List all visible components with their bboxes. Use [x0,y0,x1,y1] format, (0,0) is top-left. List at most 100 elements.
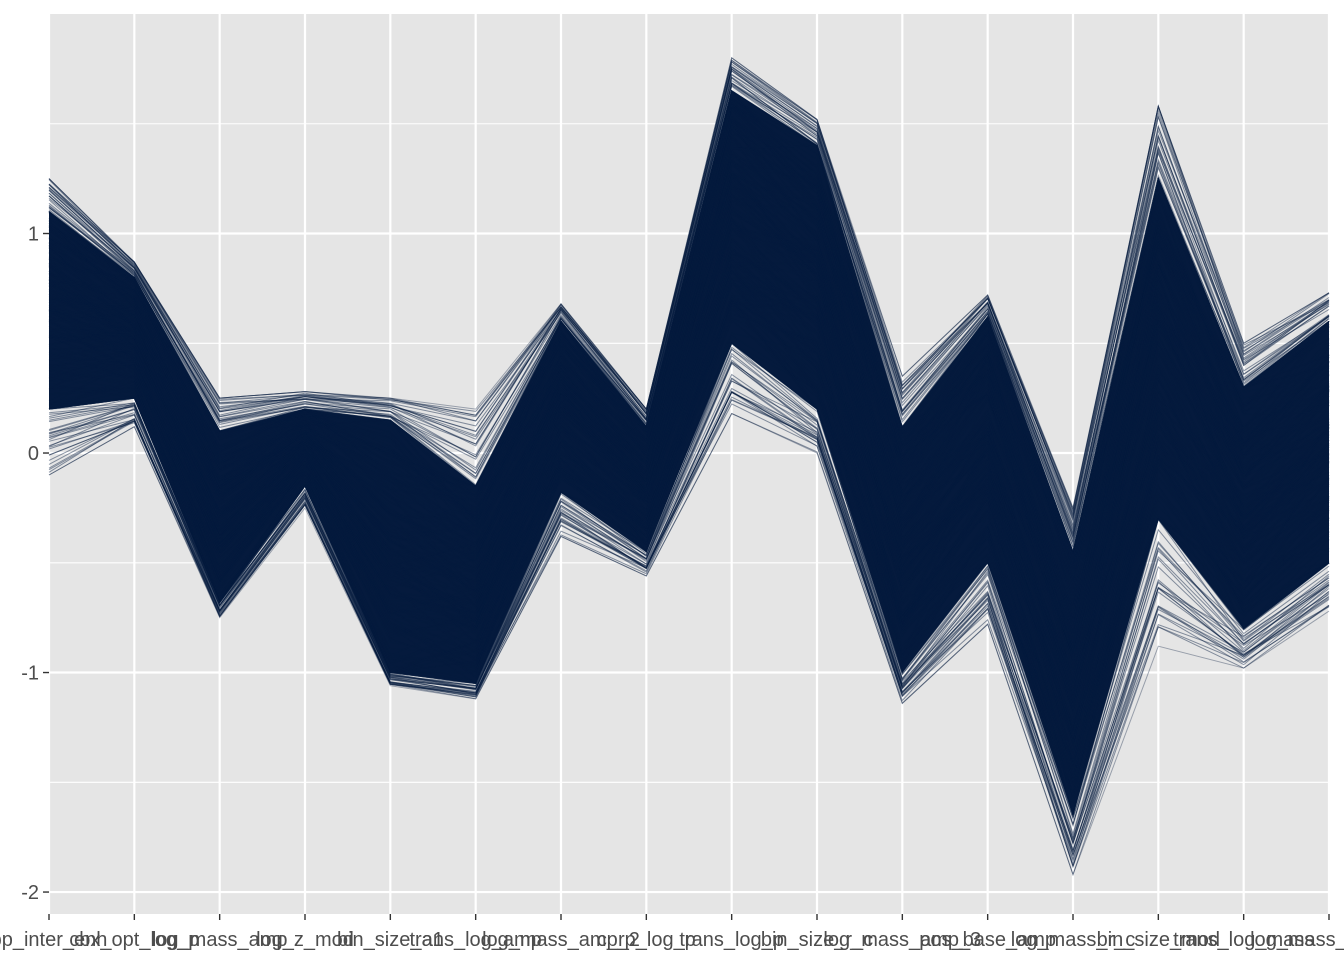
observation-line [48,348,1330,828]
observation-line [48,118,1330,580]
observation-line [48,210,1330,709]
observation-line [48,59,1330,516]
observation-line [48,247,1330,727]
x-tick-label: pos_base_amp [919,929,1056,951]
y-tick-label: -1 [21,663,39,685]
observation-line [48,342,1330,818]
observation-line [48,82,1330,535]
observation-line [48,399,1330,868]
observation-line [48,387,1330,845]
observation-line [48,90,1330,550]
observation-line [48,247,1330,728]
observation-line [48,73,1330,534]
observation-line [48,360,1330,844]
observation-line [48,359,1330,845]
observation-line [48,82,1330,543]
observation-line [48,63,1330,512]
x-tick-label: trans_log_mass [1173,929,1314,951]
observation-line [48,59,1330,521]
y-tick-label: 1 [28,224,39,246]
observation-line [48,66,1330,517]
x-tick-label: log_mass_amp_3 [823,929,981,951]
observation-line [48,70,1330,523]
observation-line [48,251,1330,711]
x-tick-label: log_mass_r_c [1011,929,1136,951]
upper-envelope-line [48,57,1330,510]
observation-line [48,61,1330,519]
observation-line [48,283,1330,796]
observation-line [48,362,1330,842]
observation-line [48,99,1330,590]
observation-line [48,84,1330,539]
observation-line [48,399,1330,857]
observation-line [48,76,1330,527]
x-tick-label: log_mass_amp_2 [482,929,640,951]
observation-line [48,68,1330,540]
x-axis: bp_inter_enhcbx_opt_log_plog_mass_amplog… [0,914,1344,951]
observation-line [48,79,1330,528]
observation-line [48,270,1330,744]
observation-line [48,380,1330,846]
x-tick-label: bin_size_r_c [761,929,873,951]
x-tick-label: bp_inter_enh [0,929,107,951]
observation-line [48,67,1330,532]
observation-line [48,174,1330,701]
observation-line [48,157,1330,570]
observation-line [48,145,1330,610]
x-tick-label: c_rp_log_p [597,929,696,951]
observation-line [48,228,1330,691]
y-tick-label: -2 [21,882,39,904]
observation-line [48,396,1330,853]
observation-line [48,162,1330,577]
observation-line [48,76,1330,549]
observation-line [48,61,1330,515]
y-axis: -2 -1 0 1 [21,224,49,904]
observation-line [48,212,1330,706]
x-tick-label: log_z_mod [256,929,354,951]
observation-line [48,346,1330,838]
observation-line [48,124,1330,568]
observation-line [48,412,1330,877]
observation-lines [48,57,1330,877]
observation-line [48,129,1330,594]
observation-line [48,221,1330,737]
observation-line [48,82,1330,537]
x-tick-label: trans_log_amp [410,929,542,951]
observation-line [48,377,1330,853]
observation-line [48,403,1330,869]
observation-line [48,134,1330,609]
observation-line [48,73,1330,531]
observation-line [48,113,1330,653]
observation-line [48,84,1330,544]
y-tick-label: 0 [28,443,39,465]
observation-line [48,77,1330,540]
observation-line [48,189,1330,643]
x-tick-label: log_mass_amp [152,929,288,951]
observation-line [48,228,1330,674]
observation-line [48,352,1330,821]
x-tick-label: bin_size_a1 [337,929,444,951]
x-tick-label: bin_size_mod [1097,929,1220,951]
observation-line [48,306,1330,763]
observation-line [48,182,1330,661]
x-tick-label: log_mass_amp_4 [1250,929,1344,951]
observation-line [48,355,1330,826]
observation-line [48,68,1330,522]
observation-line [48,392,1330,866]
observation-line [48,362,1330,840]
observation-line [48,69,1330,536]
observation-line [48,390,1330,851]
observation-line [48,57,1330,512]
observation-line [48,361,1330,836]
observation-line [48,128,1330,638]
observation-line [48,390,1330,862]
observation-line [48,65,1330,510]
observation-line [48,66,1330,518]
observation-line [48,227,1330,631]
observation-line [48,301,1330,740]
observation-line [48,177,1330,641]
observation-line [48,286,1330,803]
lower-envelope-line [48,412,1330,876]
observation-line [48,342,1330,827]
